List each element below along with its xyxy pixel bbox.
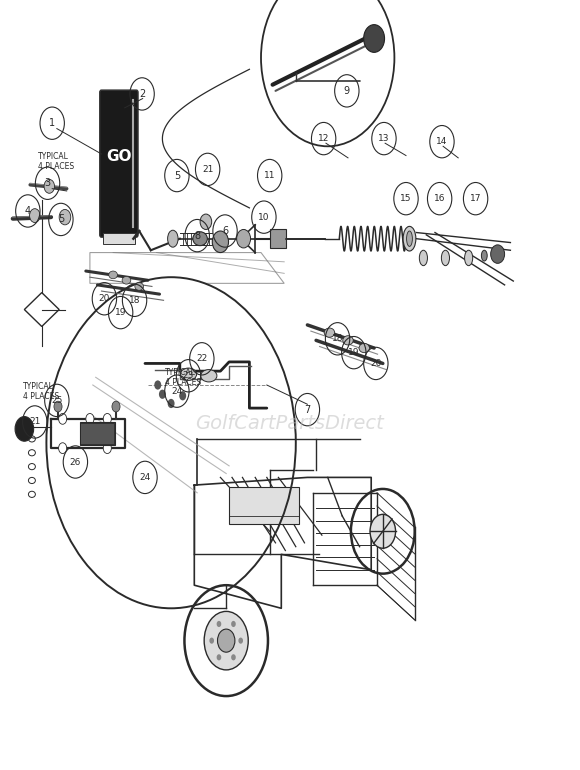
Text: 19: 19 [115, 308, 126, 317]
Circle shape [212, 231, 229, 253]
Text: 24: 24 [171, 387, 183, 396]
Ellipse shape [122, 276, 130, 284]
Circle shape [218, 629, 235, 652]
Text: 20: 20 [370, 359, 382, 368]
Text: 12: 12 [318, 134, 329, 143]
Ellipse shape [135, 283, 143, 290]
Text: 25: 25 [51, 396, 63, 405]
Text: 7: 7 [304, 405, 310, 414]
Text: TYPICAL
4 PLACES: TYPICAL 4 PLACES [38, 152, 74, 171]
Circle shape [231, 621, 235, 627]
Circle shape [217, 621, 221, 627]
Circle shape [491, 245, 505, 263]
Circle shape [86, 413, 94, 424]
Bar [81, 424, 114, 444]
Ellipse shape [193, 232, 208, 246]
Text: TYPICAL
4 PLACES: TYPICAL 4 PLACES [165, 368, 201, 387]
Text: 26: 26 [70, 457, 81, 467]
Circle shape [59, 209, 71, 225]
Circle shape [168, 399, 175, 408]
Circle shape [30, 209, 40, 223]
Text: 5: 5 [174, 171, 180, 180]
Circle shape [103, 443, 111, 454]
Circle shape [231, 654, 235, 661]
Circle shape [179, 391, 186, 400]
Circle shape [217, 654, 221, 661]
Circle shape [261, 0, 394, 146]
Text: 2: 2 [139, 89, 145, 99]
Text: 22: 22 [196, 354, 208, 363]
Circle shape [15, 417, 34, 441]
FancyBboxPatch shape [100, 90, 138, 237]
Text: 4: 4 [25, 206, 31, 216]
Circle shape [238, 638, 243, 644]
Text: 5: 5 [58, 215, 64, 224]
Text: 15: 15 [400, 194, 412, 203]
Text: GO: GO [106, 149, 132, 164]
Text: 23: 23 [183, 371, 194, 380]
Text: 17: 17 [470, 194, 481, 203]
Circle shape [46, 277, 296, 608]
Circle shape [237, 229, 251, 248]
Circle shape [209, 638, 214, 644]
Circle shape [370, 514, 396, 548]
Text: 18: 18 [129, 296, 140, 305]
Ellipse shape [180, 368, 197, 380]
Circle shape [54, 401, 62, 412]
Ellipse shape [419, 250, 427, 266]
Ellipse shape [168, 230, 178, 247]
Text: 16: 16 [434, 194, 445, 203]
Ellipse shape [324, 328, 335, 337]
Text: 11: 11 [264, 171, 276, 180]
Text: 21: 21 [29, 417, 41, 427]
Ellipse shape [465, 250, 473, 266]
Text: 6: 6 [222, 226, 228, 236]
Circle shape [200, 214, 212, 229]
Text: 8: 8 [194, 231, 200, 240]
Ellipse shape [343, 336, 353, 345]
Text: 24: 24 [139, 473, 151, 482]
Circle shape [59, 413, 67, 424]
Circle shape [44, 179, 55, 193]
Circle shape [112, 401, 120, 412]
Text: 19: 19 [348, 348, 360, 357]
Ellipse shape [407, 231, 412, 246]
Text: GolfCartPartsDirect: GolfCartPartsDirect [195, 414, 385, 433]
Text: 10: 10 [258, 213, 270, 222]
Text: 18: 18 [332, 334, 343, 343]
Text: 1: 1 [49, 119, 55, 128]
Circle shape [159, 390, 166, 399]
Bar [270, 229, 286, 248]
Circle shape [59, 443, 67, 454]
Circle shape [103, 413, 111, 424]
Ellipse shape [403, 226, 416, 251]
Text: 20: 20 [99, 294, 110, 303]
Ellipse shape [481, 250, 487, 261]
Circle shape [154, 380, 161, 390]
Text: 13: 13 [378, 134, 390, 143]
Bar [103, 233, 135, 244]
Text: 3: 3 [45, 179, 50, 188]
Text: TYPICAL
4 PLACES: TYPICAL 4 PLACES [23, 382, 59, 400]
Text: 9: 9 [344, 86, 350, 95]
Ellipse shape [201, 370, 217, 382]
Ellipse shape [359, 343, 369, 353]
Circle shape [204, 611, 248, 670]
Ellipse shape [109, 271, 117, 279]
Circle shape [364, 25, 385, 52]
Ellipse shape [441, 250, 450, 266]
Text: 14: 14 [436, 137, 448, 146]
Text: 21: 21 [202, 165, 213, 174]
Bar [80, 422, 115, 445]
Bar [229, 487, 299, 524]
